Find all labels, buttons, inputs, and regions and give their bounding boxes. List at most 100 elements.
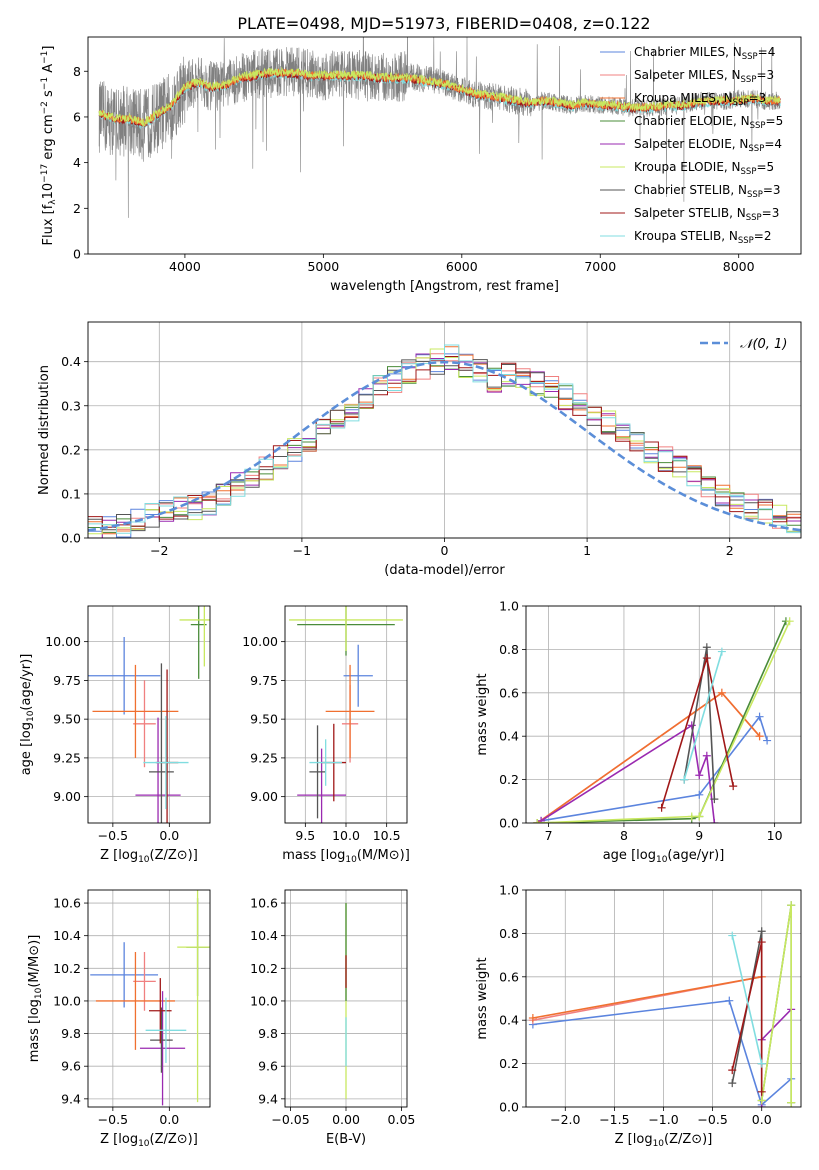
y-tick-label: 9.6 <box>258 1059 278 1074</box>
legend-entry: Chabrier ELODIE, NSSP=5 <box>634 114 783 131</box>
y-tick-label: 10.6 <box>250 896 278 911</box>
data-point <box>717 647 726 656</box>
series-chabrier-elodie <box>537 620 787 823</box>
data-point <box>702 643 711 652</box>
series-kroupa-miles <box>532 976 762 1019</box>
axes-frame <box>525 605 802 824</box>
x-tick-label: 8 <box>620 828 628 843</box>
data-point <box>528 1014 537 1023</box>
plot-area <box>528 901 796 1107</box>
y-tick-label: 0 <box>73 247 81 262</box>
y-axis-label: mass weight <box>475 957 490 1039</box>
chart-weight_vs_age: 7 8 9 10 0.0 0.2 0.4 0.6 0.8 1.0 age [log10(age/yr… <box>475 599 802 865</box>
x-tick-label: 0.05 <box>388 1112 416 1127</box>
x-tick-label: −0.5 <box>98 1112 128 1127</box>
y-tick-label: 0.4 <box>499 1013 519 1028</box>
data-point <box>755 732 764 741</box>
x-tick-label: 0.00 <box>332 1112 360 1127</box>
data-point <box>537 816 546 823</box>
series-kroupa-stelib <box>683 651 723 780</box>
data-point <box>755 712 764 721</box>
y-tick-label: 10.00 <box>45 634 81 649</box>
x-tick-label: 2 <box>726 543 734 558</box>
y-tick-label: 0.6 <box>499 969 519 984</box>
plot-area <box>88 606 210 823</box>
legend-entry: Kroupa STELIB, NSSP=2 <box>634 229 772 246</box>
y-tick-label: 9.8 <box>61 1026 81 1041</box>
y-tick-label: 10.2 <box>53 961 81 976</box>
data-point <box>695 771 704 780</box>
data-point <box>787 1098 796 1107</box>
series-salpeter-stelib <box>731 941 763 1092</box>
data-point <box>757 938 766 947</box>
x-axis-label: mass [log10(M/M⊙)] <box>282 848 410 865</box>
legend-entry: Chabrier MILES, NSSP=4 <box>634 45 775 62</box>
legend-entry: Kroupa ELODIE, NSSP=5 <box>634 160 774 177</box>
histogram-salpeter-elodie <box>88 353 801 538</box>
y-tick-label: 1.0 <box>499 883 519 898</box>
x-axis-label: wavelength [Angstrom, rest frame] <box>330 279 559 294</box>
y-tick-label: 1.0 <box>499 599 519 614</box>
data-point <box>710 795 719 804</box>
data-point <box>717 688 726 697</box>
axes-frame <box>87 321 802 539</box>
y-tick-label: 0.0 <box>499 1100 519 1115</box>
data-point <box>763 736 772 745</box>
y-tick-label: 9.25 <box>53 750 81 765</box>
y-tick-label: 10.6 <box>53 896 81 911</box>
histogram-kroupa-stelib <box>88 344 801 534</box>
axes-frame <box>525 889 802 1108</box>
data-point <box>533 819 542 823</box>
y-axis-label: mass weight <box>475 673 490 755</box>
x-axis-label: Z [log10(Z/Z⊙)] <box>100 848 198 865</box>
y-tick-label: 0.8 <box>499 642 519 657</box>
axes-frame <box>284 889 408 1108</box>
x-tick-label: 0.0 <box>159 1112 179 1127</box>
y-tick-label: 0.8 <box>499 926 519 941</box>
y-axis-label: Normed distribution <box>37 365 52 495</box>
x-tick-label: −0.5 <box>697 1112 727 1127</box>
series-kroupa-elodie <box>537 620 791 823</box>
legend-entry: 𝒩(0, 1) <box>740 337 787 352</box>
y-tick-label: 9.75 <box>53 673 81 688</box>
x-axis-label: age [log10(age/yr)] <box>603 848 725 865</box>
y-tick-label: 8 <box>73 64 81 79</box>
data-point <box>785 617 794 626</box>
x-tick-label: 10 <box>767 828 783 843</box>
y-tick-label: 6 <box>73 109 81 124</box>
y-tick-label: 9.8 <box>258 1026 278 1041</box>
y-tick-label: 9.25 <box>250 750 278 765</box>
y-tick-label: 0.3 <box>61 398 81 413</box>
y-axis-label: age [log10(age/yr)] <box>19 654 36 776</box>
y-tick-label: 2 <box>73 201 81 216</box>
data-point <box>728 1066 737 1075</box>
gaussian-curve <box>88 360 801 532</box>
chart-weight_vs_Z: −2.0 −1.5 −1.0 −0.5 0.0 0.0 0.2 0.4 0.6 0.8 1.0 Z [… <box>475 883 802 1149</box>
y-tick-label: 9.4 <box>258 1091 278 1106</box>
legend-entry: Salpeter MILES, NSSP=3 <box>634 68 774 85</box>
series-salpeter-elodie <box>540 724 716 823</box>
x-tick-label: 0.0 <box>159 828 179 843</box>
data-point <box>757 1096 766 1105</box>
x-tick-label: 4000 <box>169 259 201 274</box>
legend-entry: Salpeter STELIB, NSSP=3 <box>634 206 779 223</box>
axes-frame <box>87 605 211 824</box>
y-tick-label: 10.0 <box>53 993 81 1008</box>
data-point <box>787 901 796 910</box>
chart-mass_vs_Z: −0.5 0.0 9.4 9.6 9.8 10.0 10.2 10.4 10.6 Z [log10… <box>27 889 211 1149</box>
x-tick-label: 6000 <box>446 259 478 274</box>
series-chabrier-miles <box>540 714 768 822</box>
x-tick-label: −0.05 <box>271 1112 309 1127</box>
plot-area <box>533 617 794 823</box>
spectrum-data-line <box>98 37 781 218</box>
plot-area <box>289 606 403 823</box>
data-point <box>757 927 766 936</box>
legend-entry: Chabrier STELIB, NSSP=3 <box>634 183 781 200</box>
x-axis-label: E(B-V) <box>326 1132 366 1147</box>
plot-area <box>98 37 781 218</box>
x-axis-label: Z [log10(Z/Z⊙)] <box>100 1132 198 1149</box>
data-point <box>702 751 711 760</box>
data-point <box>687 721 696 730</box>
series-kroupa-stelib <box>731 935 763 1064</box>
